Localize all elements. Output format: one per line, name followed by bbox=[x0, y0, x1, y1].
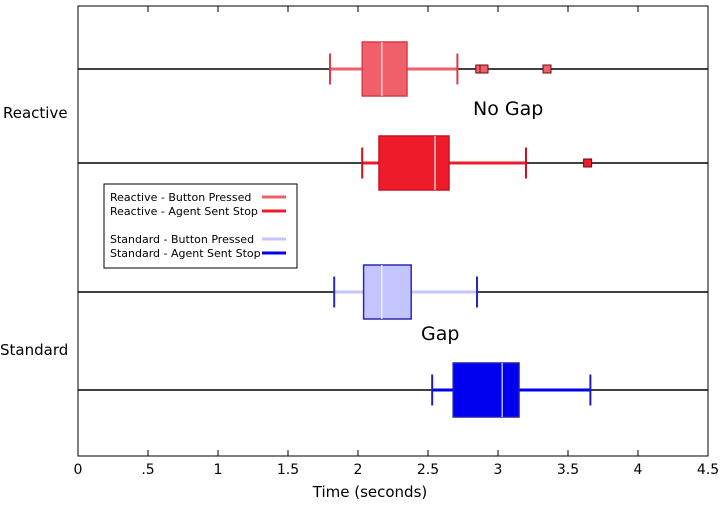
group-label-standard: Standard bbox=[0, 341, 68, 359]
x-tick-label-4: 2 bbox=[354, 462, 363, 478]
x-tick-label-1: .5 bbox=[141, 462, 154, 478]
plot-frame bbox=[77, 5, 709, 457]
x-axis-label: Time (seconds) bbox=[312, 483, 428, 501]
group-label-reactive: Reactive bbox=[3, 104, 68, 122]
box-1 bbox=[361, 135, 593, 191]
x-tick-label-2: 1 bbox=[214, 462, 223, 478]
iqr-box bbox=[452, 362, 520, 418]
x-tick-label-6: 3 bbox=[494, 462, 503, 478]
box-2 bbox=[333, 264, 478, 320]
box-3 bbox=[431, 362, 592, 418]
box-0 bbox=[329, 41, 552, 97]
iqr-box bbox=[378, 135, 450, 191]
x-tick-label-0: 0 bbox=[74, 462, 83, 478]
legend-label-0: Reactive - Button Pressed bbox=[110, 191, 251, 204]
plot-area-border bbox=[77, 5, 709, 457]
x-tick-label-5: 2.5 bbox=[417, 462, 439, 478]
x-tick-label-7: 3.5 bbox=[557, 462, 579, 478]
x-tick-label-8: 4 bbox=[634, 462, 643, 478]
outlier-2 bbox=[542, 64, 552, 74]
legend-label-3: Standard - Agent Sent Stop bbox=[110, 247, 261, 260]
x-axis: 0 .5 1 1.5 2 2.5 3 3.5 4 4.5 bbox=[74, 6, 719, 478]
outlier-1 bbox=[479, 64, 489, 74]
annotation-gap: Gap bbox=[421, 323, 459, 345]
outlier-0 bbox=[583, 158, 593, 168]
x-tick-label-9: 4.5 bbox=[697, 462, 719, 478]
boxes bbox=[329, 41, 593, 418]
legend-label-2: Standard - Button Pressed bbox=[110, 233, 254, 246]
iqr-box bbox=[362, 264, 412, 320]
annotation-no-gap: No Gap bbox=[473, 98, 543, 120]
iqr-box bbox=[361, 41, 408, 97]
legend-label-1: Reactive - Agent Sent Stop bbox=[110, 205, 258, 218]
x-tick-label-3: 1.5 bbox=[277, 462, 299, 478]
